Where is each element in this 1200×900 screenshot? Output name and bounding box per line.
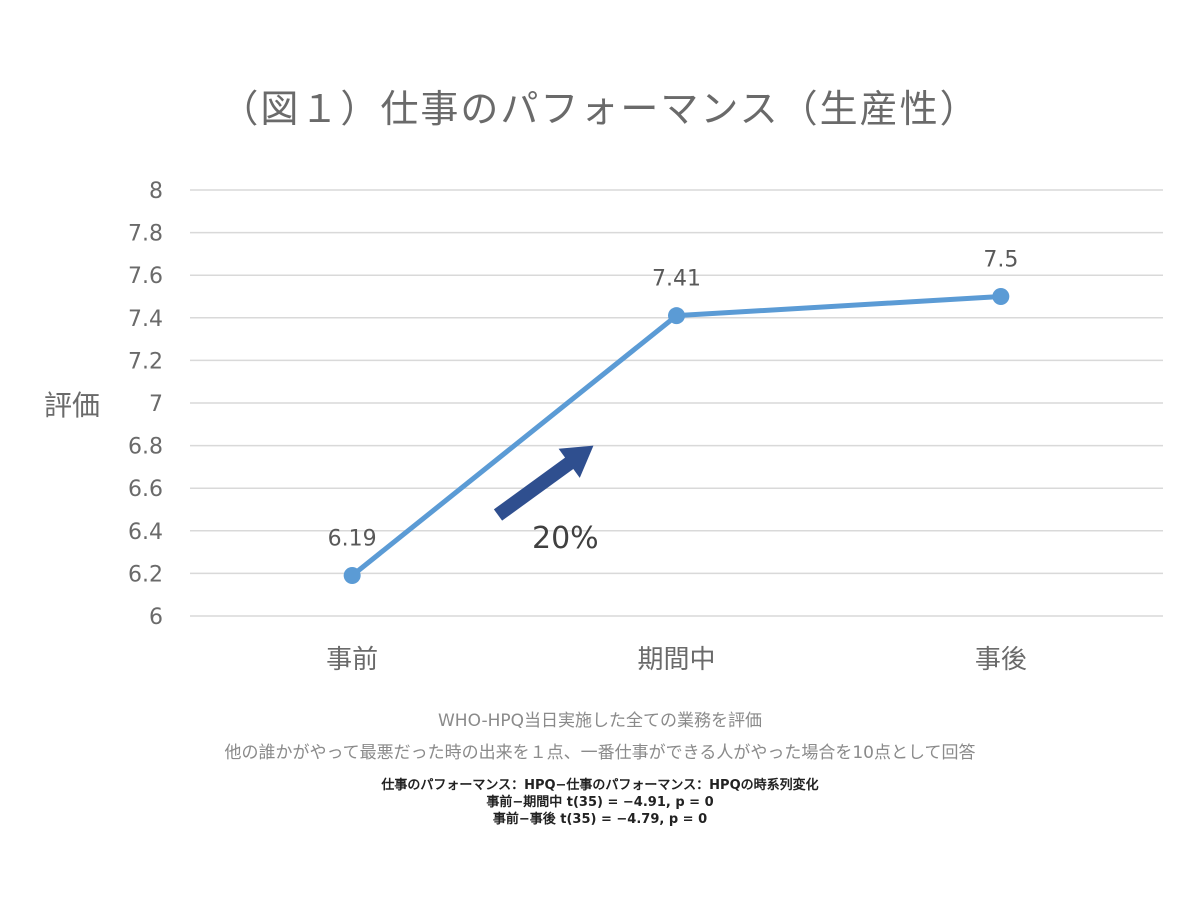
y-tick-label: 7.8 <box>128 222 163 247</box>
y-tick-label: 7.2 <box>128 349 163 374</box>
data-point <box>668 307 685 325</box>
y-axis-label: 評価 <box>44 389 101 422</box>
y-tick-label: 6.2 <box>128 562 163 587</box>
stats-line-1: 仕事のパフォーマンス：HPQ−仕事のパフォーマンス：HPQの時系列変化 <box>381 778 819 793</box>
arrow-head <box>558 445 594 478</box>
stats-line-3: 事前−事後 t(35) = −4.79, p = 0 <box>492 812 708 827</box>
note-line-2: 他の誰かがやって最悪だった時の出来を１点、一番仕事ができる人がやった場合を10点… <box>224 743 976 763</box>
y-tick-label: 6.4 <box>128 520 163 545</box>
x-tick-label: 事前 <box>326 645 378 675</box>
y-tick-label: 7.6 <box>128 264 163 289</box>
plot-area: 8 7.8 7.6 7.4 7.2 7 6.8 6.6 6.4 6.2 6 事前 期間中 事後 6.19 7.… <box>128 179 1163 675</box>
y-tick-label: 8 <box>149 179 163 204</box>
data-label: 7.41 <box>652 267 701 292</box>
trend-arrow-icon <box>493 445 594 521</box>
x-tick-label: 期間中 <box>637 645 715 675</box>
data-label: 7.5 <box>983 248 1018 273</box>
data-point <box>992 288 1010 305</box>
chart-title: （図１）仕事のパフォーマンス（生産性） <box>220 87 980 131</box>
y-tick-label: 7.4 <box>128 307 163 332</box>
x-tick-label: 事後 <box>975 645 1027 675</box>
y-tick-label: 6.8 <box>128 435 163 460</box>
y-tick-label: 7 <box>149 392 163 417</box>
note-line-1: WHO-HPQ当日実施した全ての業務を評価 <box>438 711 762 731</box>
y-tick-label: 6 <box>149 605 163 630</box>
data-point <box>343 567 361 585</box>
y-tick-label: 6.6 <box>128 477 163 502</box>
stats-line-2: 事前−期間中 t(35) = −4.91, p = 0 <box>486 795 714 810</box>
series-line <box>350 294 1001 578</box>
annotation-label: 20% <box>532 521 599 556</box>
arrow-shaft <box>493 455 577 521</box>
data-label: 6.19 <box>328 527 377 552</box>
